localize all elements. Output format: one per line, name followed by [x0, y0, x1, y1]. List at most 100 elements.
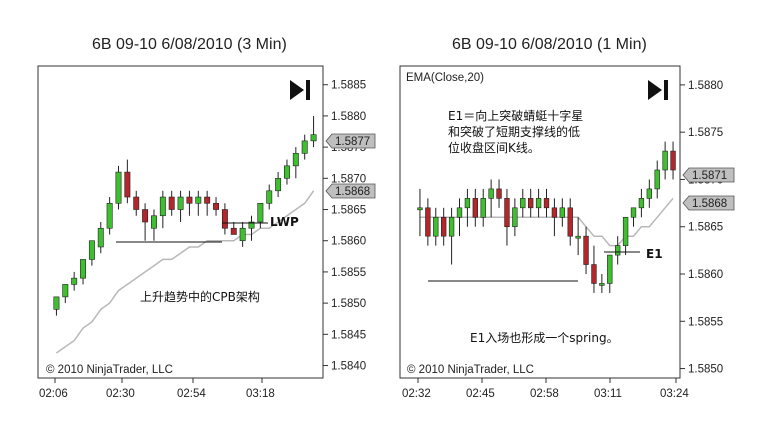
right-candle-body — [599, 283, 605, 286]
e1-note-line-2: 和突破了短期支撑线的低 — [448, 124, 580, 139]
right-candle-body — [504, 198, 510, 228]
ema-indicator-label: EMA(Close,20) — [406, 72, 484, 84]
left-price-tag-2: 1.5868 — [325, 183, 376, 199]
lwp-label: LWP — [270, 215, 299, 229]
right-candle-body — [583, 235, 589, 265]
right-x-tick-label: 02:45 — [466, 388, 495, 400]
right-x-tick-label: 03:11 — [594, 388, 622, 400]
right-y-ticks: 1.58801.58751.58701.58651.58601.58551.58… — [680, 80, 723, 376]
right-candle-body — [488, 188, 494, 199]
left-candle-body — [204, 196, 211, 204]
right-candle-body — [662, 150, 668, 171]
right-y-tick-label: 1.5875 — [688, 127, 723, 139]
play-end-icon-left[interactable] — [290, 80, 304, 100]
right-candle-body — [520, 198, 526, 209]
left-x-ticks: 02:06 02:30 02:54 03:18 — [39, 378, 275, 400]
left-candle-body — [292, 153, 299, 167]
left-candle-body — [53, 296, 60, 310]
right-candle-body — [654, 169, 660, 190]
right-y-tick-label: 1.5880 — [688, 80, 723, 92]
left-candle-body — [106, 202, 113, 229]
e1-label: E1 — [646, 247, 663, 261]
play-end-icon-left-bar — [306, 80, 310, 100]
left-candle-body — [97, 227, 104, 248]
left-y-tick-label: 1.5850 — [331, 298, 366, 310]
left-candle-body — [257, 202, 264, 223]
left-ema-line — [55, 190, 315, 354]
right-y-tick-label: 1.5865 — [688, 222, 723, 234]
e1-note-line-3: 位收盘区间K线。 — [448, 140, 540, 155]
left-candle-body — [239, 227, 246, 242]
e1-note-line-1: E1＝向上突破蜻蜓十字星 — [448, 108, 583, 123]
left-price-tag-2-text: 1.5868 — [335, 186, 370, 198]
left-candles — [53, 115, 317, 316]
left-candle-body — [168, 196, 175, 210]
left-candle-body — [301, 140, 308, 154]
right-candle-body — [559, 207, 565, 218]
chart-title-3min: 6B 09-10 6/08/2010 (3 Min) — [92, 36, 287, 53]
left-price-tag-1-text: 1.5877 — [335, 136, 370, 148]
right-y-tick-label: 1.5860 — [688, 269, 723, 281]
left-y-tick-label: 1.5870 — [331, 173, 366, 185]
right-y-tick-label: 1.5855 — [688, 316, 723, 328]
left-y-ticks: 1.58851.58801.58751.58701.58651.58601.58… — [323, 80, 366, 373]
left-note: 上升趋势中的CPB架构 — [140, 289, 260, 304]
right-price-tag-1-text: 1.5871 — [692, 170, 727, 182]
right-candle-body — [551, 207, 558, 218]
left-candle-body — [71, 277, 78, 285]
left-candle-body — [230, 227, 237, 235]
right-candle-body — [630, 207, 637, 218]
left-candle-body — [177, 196, 184, 210]
right-y-tick-label: 1.5850 — [688, 364, 723, 376]
left-candle-body — [195, 196, 202, 204]
left-y-tick-label: 1.5865 — [331, 205, 366, 217]
right-candle-body — [567, 207, 573, 237]
right-candle-body — [456, 207, 463, 218]
left-chart: 1.58851.58801.58751.58701.58651.58601.58… — [37, 65, 376, 400]
left-candle-body — [62, 284, 69, 298]
right-candle-body — [607, 254, 613, 284]
left-candle-body — [186, 196, 193, 204]
right-candle-body — [464, 198, 471, 209]
left-candle-body — [275, 178, 282, 192]
left-price-tag-1: 1.5877 — [325, 133, 376, 149]
chart-title-1min: 6B 09-10 6/08/2010 (1 Min) — [452, 36, 647, 53]
left-candle-body — [221, 209, 228, 229]
right-candle-body — [441, 216, 447, 237]
left-x-tick-label: 03:18 — [246, 388, 275, 400]
left-candle-body — [80, 259, 86, 279]
left-y-tick-label: 1.5845 — [331, 329, 366, 341]
right-candle-body — [638, 198, 645, 209]
right-price-tag-2-text: 1.5868 — [692, 198, 727, 210]
left-candle-body — [142, 209, 149, 223]
right-candle-body — [417, 207, 423, 211]
left-candle-body — [213, 202, 219, 210]
right-x-tick-label: 03:24 — [660, 388, 689, 400]
right-candle-body — [646, 188, 652, 199]
left-ema-polyline — [55, 190, 315, 354]
right-price-tag-2: 1.5868 — [682, 195, 735, 211]
right-candle-body — [615, 245, 621, 256]
right-candle-body — [425, 207, 431, 237]
play-end-icon-right-bar — [664, 80, 668, 100]
right-price-tag-1: 1.5871 — [682, 167, 735, 183]
right-candle-body — [543, 198, 550, 209]
right-candle-body — [622, 216, 629, 246]
right-x-tick-label: 02:32 — [402, 388, 431, 400]
right-x-ticks: 02:32 02:45 02:58 03:11 03:24 — [402, 378, 689, 400]
right-chart: 1.58801.58751.58701.58651.58601.58551.58… — [399, 65, 735, 400]
left-candle-body — [310, 134, 317, 142]
right-candle-body — [512, 207, 518, 228]
left-y-tick-label: 1.5880 — [331, 111, 366, 123]
play-end-icon-right[interactable] — [648, 80, 662, 100]
right-candles — [417, 141, 676, 293]
right-candle-body — [535, 198, 542, 209]
left-y-tick-label: 1.5855 — [331, 267, 366, 279]
left-candle-body — [151, 215, 157, 229]
right-candle-body — [591, 264, 597, 284]
spring-note: E1入场也形成一个spring。 — [470, 331, 619, 345]
left-candle-body — [248, 221, 255, 229]
right-x-tick-label: 02:58 — [530, 388, 559, 400]
left-candle-body — [284, 165, 290, 179]
